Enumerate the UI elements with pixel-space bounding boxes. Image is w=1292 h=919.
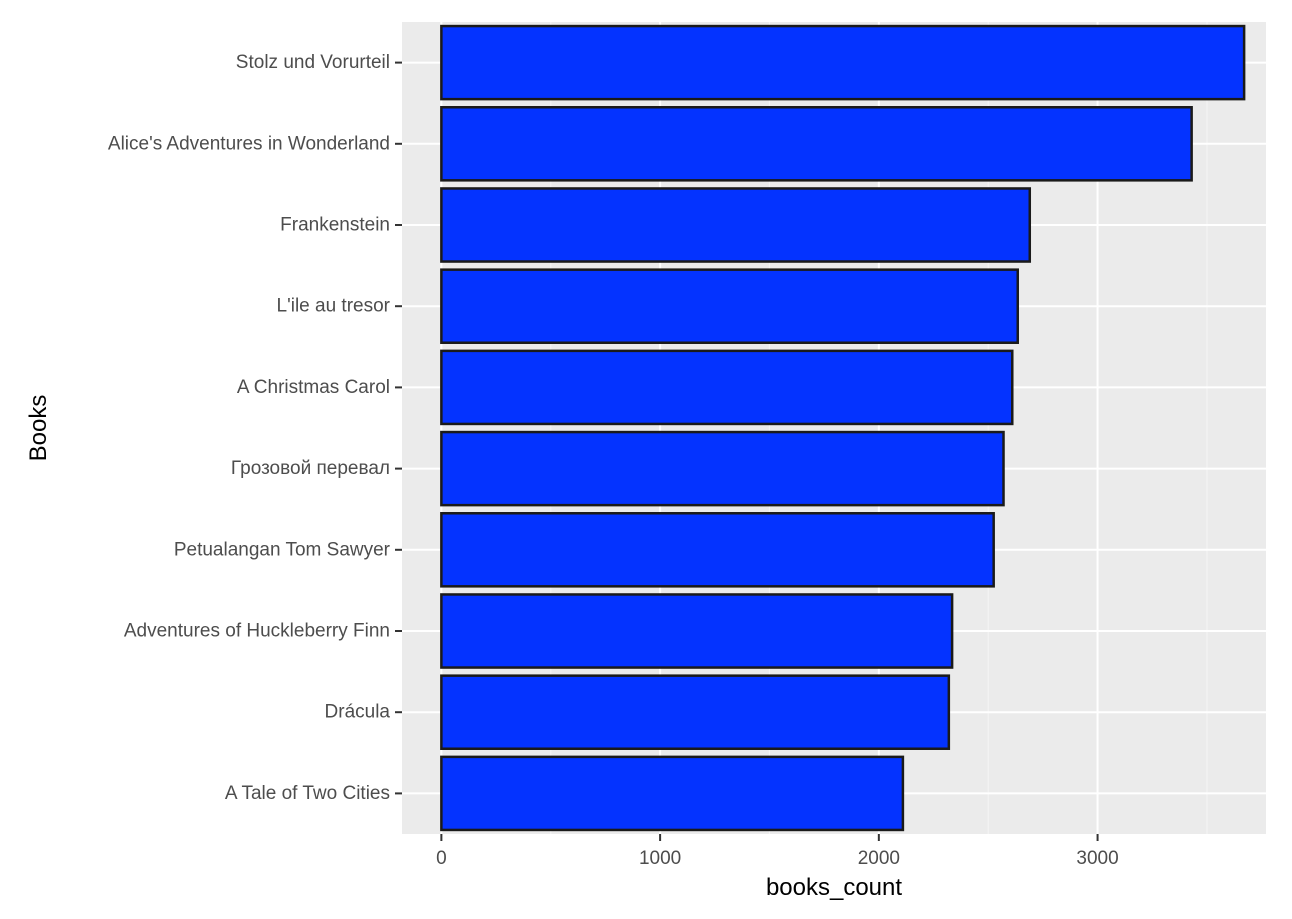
y-tick-label: Alice's Adventures in Wonderland (108, 133, 390, 154)
y-tick-label: Petualangan Tom Sawyer (174, 539, 391, 560)
x-axis-title: books_count (766, 874, 902, 901)
bar (440, 512, 995, 588)
y-axis-title: Books (25, 395, 52, 462)
y-tick-label: L'ile au tresor (277, 296, 391, 317)
bar (440, 430, 1005, 507)
bar (440, 674, 951, 750)
y-tick-label: Drácula (325, 702, 391, 723)
y-tick-label: A Tale of Two Cities (225, 783, 390, 804)
y-tick-label: Грозовой перевал (231, 458, 390, 479)
x-tick-label: 3000 (1076, 848, 1118, 869)
y-tick-label: A Christmas Carol (237, 377, 390, 398)
x-tick-label: 2000 (858, 848, 900, 869)
y-tick-label: Frankenstein (280, 215, 390, 236)
bar (440, 24, 1246, 101)
x-axis: 0 1000 2000 3000 (436, 834, 1119, 869)
bars (440, 24, 1246, 832)
bar (440, 349, 1014, 426)
y-axis: Stolz und Vorurteil Alice's Adventures in… (108, 52, 402, 804)
x-tick-label: 1000 (639, 848, 681, 869)
x-tick-label: 0 (436, 848, 447, 869)
y-tick-label: Adventures of Huckleberry Finn (124, 621, 390, 642)
bar (440, 106, 1193, 182)
bar (440, 755, 905, 832)
bar (440, 593, 954, 669)
bar (440, 268, 1019, 344)
bar (440, 187, 1032, 263)
y-tick-label: Stolz und Vorurteil (236, 52, 390, 73)
